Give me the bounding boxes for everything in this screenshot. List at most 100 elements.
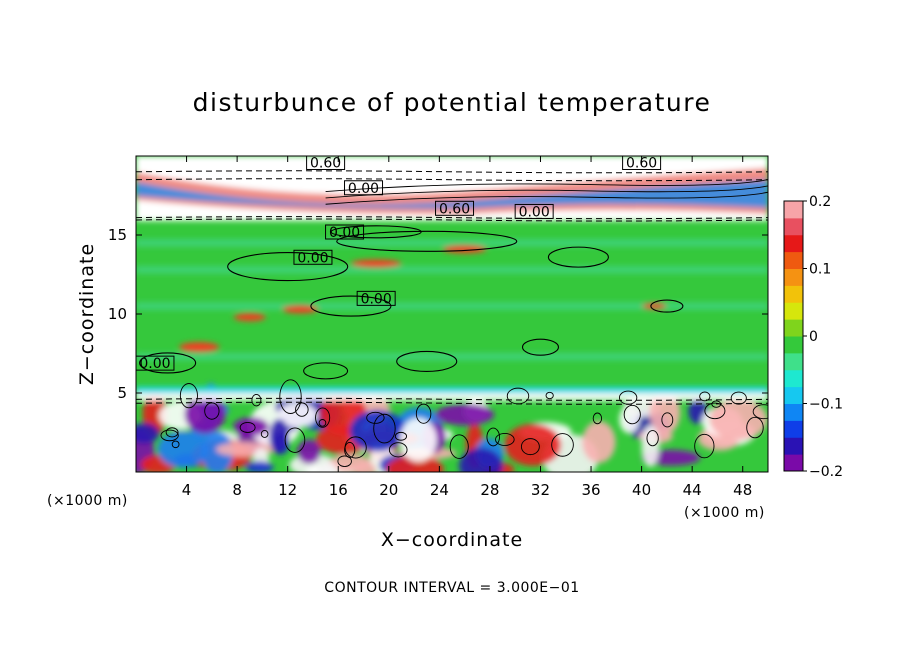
- x-tick-label: 48: [733, 481, 752, 499]
- contour-line-cell: [730, 391, 747, 405]
- colorbar-tick-label: −0.2: [809, 464, 843, 480]
- contour-line-cell: [251, 393, 262, 407]
- x-tick-label: 24: [430, 481, 449, 499]
- x-tick-label: 28: [480, 481, 499, 499]
- contour-label-bg: [435, 200, 475, 216]
- contour-line-zero: [547, 246, 609, 268]
- y-tick-label: 5: [117, 384, 127, 402]
- contour-label-bg: [344, 180, 384, 196]
- contour-line-cell: [746, 416, 764, 439]
- contour-line-upper: [325, 179, 768, 193]
- contour-line-upper: [325, 191, 768, 205]
- warm-streak: [351, 259, 402, 268]
- contour-label: 0.00: [361, 291, 392, 307]
- x-axis-label: X−coordinate: [381, 529, 523, 551]
- x-tick-label: 12: [278, 481, 297, 499]
- colorbar-swatch: [784, 251, 803, 269]
- contour-line-cell: [366, 411, 385, 424]
- contour-label-bg: [325, 224, 365, 240]
- contour-line-cell: [704, 402, 726, 420]
- lower-anomaly-patch: [649, 390, 681, 435]
- contour-line-cell: [165, 427, 179, 438]
- contour-label: 0.60: [310, 155, 341, 171]
- colorbar-swatch: [784, 302, 803, 320]
- contour-line-zero: [303, 362, 349, 380]
- contour-line-cell: [449, 434, 469, 459]
- colorbar: 0.2 0.1 0 −0.1 −0.2: [783, 194, 843, 480]
- colorbar-swatches: [784, 201, 803, 472]
- contour-line-cell: [239, 421, 256, 433]
- lower-anomaly-patch: [157, 430, 208, 468]
- lower-anomaly-patch: [582, 421, 616, 463]
- mid-band: [136, 352, 768, 361]
- y-axis-ticks: 5 10 15: [108, 226, 768, 402]
- lower-anomaly-patch: [349, 409, 406, 452]
- contour-label-bg: [306, 156, 346, 170]
- colorbar-swatch: [784, 403, 803, 421]
- contour-label: 0.00: [329, 225, 360, 241]
- contour-lines: 0.60 0.600.000.60 0.000.000.000.000.00: [136, 155, 768, 468]
- warm-streak: [233, 313, 266, 322]
- mid-band: [136, 265, 768, 274]
- contour-label-bg: [514, 203, 554, 219]
- x-axis-unit: (×1000 m): [684, 505, 765, 521]
- contour-line-zero: [650, 299, 684, 313]
- chart-title: disturbunce of potential temperature: [193, 88, 712, 117]
- contour-line-cell: [160, 429, 179, 442]
- contour-line-dashed: [136, 218, 768, 222]
- contour-line-cell: [295, 402, 309, 417]
- contour-line-cell: [415, 403, 432, 424]
- y-tick-label: 15: [108, 226, 127, 244]
- contour-line-cell: [204, 402, 220, 420]
- colorbar-swatch: [784, 201, 803, 219]
- contour-line-upper: [325, 185, 768, 199]
- contour-line-cell: [179, 383, 198, 409]
- mid-band: [136, 238, 768, 247]
- contour-line-zero: [139, 352, 197, 374]
- contour-line-cell: [388, 442, 408, 458]
- heatmap-field: 0.60 0.600.000.60 0.000.000.000.000.00: [136, 155, 768, 472]
- contour-line-cell: [520, 438, 540, 456]
- lower-anomaly-patch: [504, 423, 562, 466]
- contour-line-zero: [336, 230, 518, 252]
- lower-anomaly-patch: [277, 402, 318, 428]
- colorbar-swatch: [784, 217, 803, 236]
- contour-line-cell: [318, 419, 327, 427]
- y-axis-unit: (×1000 m): [47, 493, 128, 509]
- contour-label: 0.00: [139, 356, 170, 372]
- contour-label: 0.00: [348, 181, 379, 197]
- x-tick-label: 40: [632, 481, 651, 499]
- x-tick-label: 36: [581, 481, 600, 499]
- lower-anomaly-patch: [317, 462, 338, 472]
- contour-line-cell: [344, 441, 356, 458]
- lower-anomaly-patch: [136, 423, 160, 444]
- mid-band: [136, 302, 768, 311]
- x-tick-label: 32: [531, 481, 550, 499]
- contour-label: 0.60: [439, 201, 470, 217]
- y-axis-label: Z−coordinate: [76, 243, 98, 385]
- contour-line-cell: [495, 433, 515, 446]
- contour-line-cell: [619, 390, 638, 405]
- contour-line-zero: [227, 252, 349, 282]
- field-patches: [136, 156, 768, 472]
- contour-line-cell: [551, 433, 574, 457]
- contour-line-cell: [284, 427, 306, 453]
- contour-line-cell: [592, 412, 603, 425]
- colorbar-swatch: [784, 285, 803, 303]
- colorbar-swatch: [784, 352, 803, 371]
- colorbar-swatch: [784, 454, 803, 472]
- contour-line-cell: [260, 430, 269, 438]
- contour-line-dashed: [136, 397, 768, 401]
- lower-anomaly-patch: [386, 455, 444, 472]
- contour-label-bg: [356, 290, 396, 306]
- contour-line-cell: [171, 440, 180, 449]
- colorbar-swatch: [784, 319, 803, 337]
- lower-anomaly-patch: [269, 418, 289, 455]
- x-tick-label: 16: [329, 481, 348, 499]
- contour-line-zero: [330, 225, 422, 239]
- lower-anomaly-patch: [399, 417, 437, 463]
- cool-band: [136, 386, 768, 395]
- contour-label: 0.60: [626, 155, 657, 171]
- colorbar-swatch: [784, 268, 803, 286]
- contour-label-bg: [293, 249, 333, 265]
